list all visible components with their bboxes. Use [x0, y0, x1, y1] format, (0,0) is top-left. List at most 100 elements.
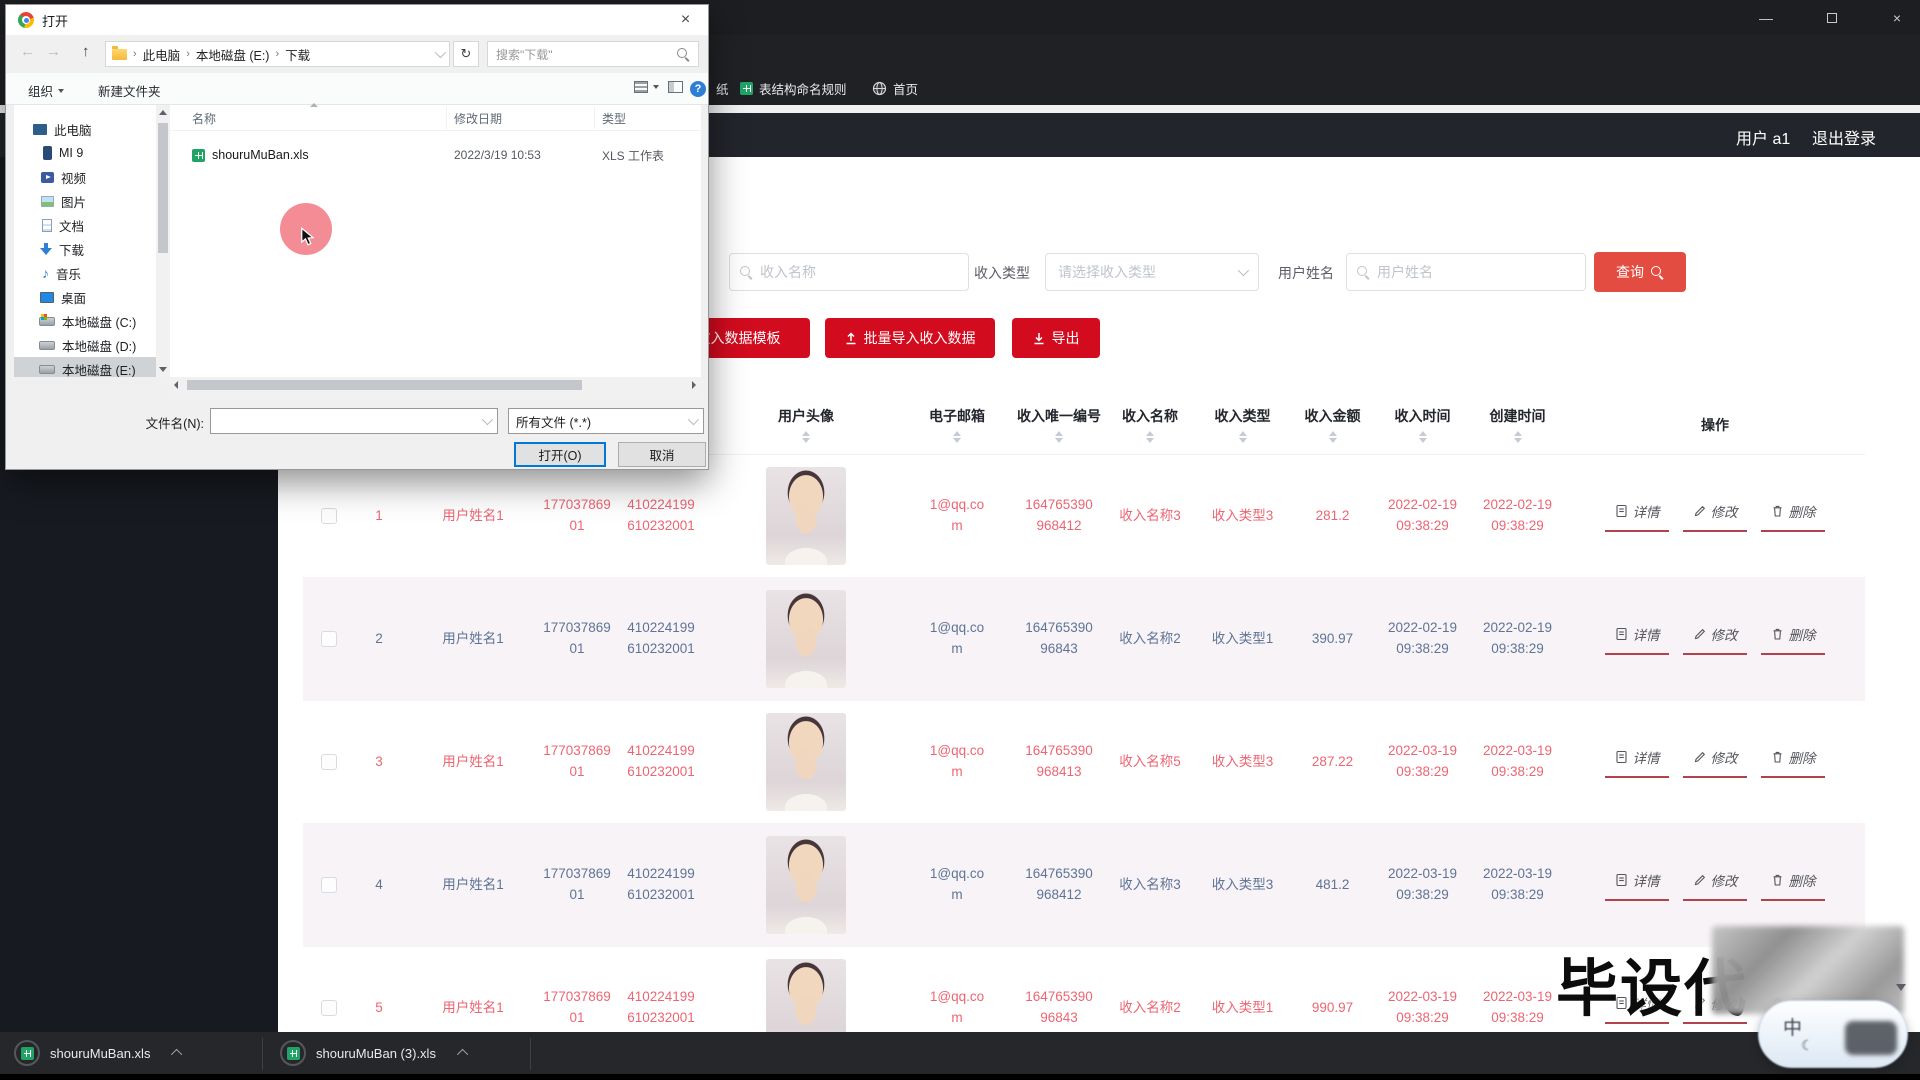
dialog-search-box[interactable]: 搜索"下载" — [487, 41, 699, 67]
column-divider[interactable] — [594, 107, 595, 129]
tree-item-this-pc[interactable]: 此电脑 — [14, 117, 156, 141]
row-checkbox[interactable] — [321, 754, 337, 770]
sort-icon[interactable] — [1513, 430, 1522, 443]
delete-button[interactable]: 删除 — [1761, 870, 1825, 901]
filename-input[interactable] — [210, 408, 498, 434]
sort-icon[interactable] — [1238, 430, 1247, 443]
tree-item-music[interactable]: ♪ 音乐 — [42, 264, 82, 282]
detail-button[interactable]: 详情 — [1605, 624, 1669, 655]
income-type-select[interactable]: 请选择收入类型 — [1045, 253, 1259, 291]
close-window-button[interactable]: × — [1892, 9, 1902, 26]
sort-icon[interactable] — [953, 430, 961, 443]
file-row[interactable]: shouruMuBan.xls 2022/3/19 10:53 XLS 工作表 — [170, 143, 701, 167]
breadcrumb[interactable]: › 此电脑 › 本地磁盘 (E:) › 下载 — [105, 41, 450, 67]
ime-mode-label[interactable]: 中 — [1783, 1018, 1803, 1039]
breadcrumb-item[interactable]: 下载 — [285, 48, 311, 63]
sort-icon[interactable] — [1146, 430, 1154, 443]
chevron-down-icon[interactable] — [434, 46, 447, 59]
scroll-down-icon[interactable] — [159, 367, 167, 372]
column-date[interactable]: 修改日期 — [454, 112, 503, 126]
delete-button[interactable]: 删除 — [1761, 624, 1825, 655]
bookmark-item[interactable]: 纸 — [716, 71, 729, 105]
edit-button[interactable]: 修改 — [1683, 501, 1747, 532]
column-divider[interactable] — [446, 107, 447, 129]
sort-icon[interactable] — [1418, 430, 1427, 443]
bookmark-item[interactable]: 首页 — [872, 71, 918, 105]
organize-menu[interactable]: 组织 — [28, 81, 65, 100]
cancel-button[interactable]: 取消 — [618, 442, 706, 467]
row-checkbox[interactable] — [321, 877, 337, 893]
maximize-button[interactable] — [1809, 0, 1855, 35]
delete-button[interactable]: 删除 — [1761, 747, 1825, 778]
breadcrumb-item[interactable]: 本地磁盘 (E:) — [195, 48, 270, 63]
breadcrumb-item[interactable]: 此电脑 — [142, 48, 181, 63]
scroll-left-icon[interactable] — [174, 381, 178, 389]
sort-icon[interactable] — [1328, 430, 1337, 443]
tree-item-documents[interactable]: 文档 — [14, 213, 156, 237]
user-name-filter[interactable] — [1346, 253, 1586, 291]
delete-button[interactable]: 删除 — [1761, 501, 1825, 532]
tree-item-pictures[interactable]: 图片 — [14, 189, 156, 213]
header-avatar-col[interactable]: 用户头像 — [711, 408, 901, 443]
download-item[interactable]: shouruMuBan.xls — [14, 1032, 183, 1074]
chevron-up-icon[interactable] — [171, 1048, 183, 1061]
minimize-button[interactable]: — — [1759, 9, 1773, 26]
row-checkbox[interactable] — [321, 1000, 337, 1016]
ime-toolbar[interactable]: 中 ☾ — [1758, 1000, 1908, 1068]
current-user[interactable]: 用户 a1 — [1736, 131, 1791, 148]
column-name[interactable]: 名称 — [192, 112, 217, 126]
user-name-input[interactable] — [1377, 264, 1575, 280]
header-create-time-col[interactable]: 创建时间 — [1470, 408, 1565, 443]
chevron-up-icon[interactable] — [456, 1048, 469, 1061]
detail-button[interactable]: 详情 — [1605, 993, 1669, 1024]
export-button[interactable]: 导出 — [1012, 318, 1100, 358]
edit-button[interactable]: 修改 — [1683, 624, 1747, 655]
detail-button[interactable]: 详情 — [1605, 501, 1669, 532]
open-button[interactable]: 打开(O) — [514, 442, 606, 467]
scroll-right-icon[interactable] — [692, 381, 696, 389]
help-button[interactable]: ? — [690, 81, 706, 97]
header-email-col[interactable]: 电子邮箱 — [901, 408, 1013, 443]
detail-button[interactable]: 详情 — [1605, 747, 1669, 778]
dialog-titlebar[interactable]: 打开 — [6, 5, 708, 35]
tree-scrollbar[interactable] — [156, 105, 170, 377]
filetype-select[interactable]: 所有文件 (*.*) — [508, 408, 704, 434]
tree-item-desktop[interactable]: 桌面 — [14, 285, 156, 309]
tree-item-disk-c[interactable]: 本地磁盘 (C:) — [14, 309, 156, 333]
tree-item-disk-d[interactable]: 本地磁盘 (D:) — [14, 333, 156, 357]
tree-item-mi9[interactable]: MI 9 — [14, 141, 156, 165]
logout-link[interactable]: 退出登录 — [1812, 131, 1877, 148]
moon-icon[interactable]: ☾ — [1801, 1037, 1814, 1053]
edit-button[interactable]: 修改 — [1683, 870, 1747, 901]
row-checkbox[interactable] — [321, 631, 337, 647]
income-name-filter[interactable] — [729, 253, 969, 291]
view-mode-button[interactable] — [634, 81, 659, 93]
sort-icon[interactable] — [1055, 430, 1063, 443]
tree-item-downloads[interactable]: 下载 — [14, 237, 156, 261]
bookmark-item[interactable]: 表结构命名规则 — [740, 71, 847, 105]
preview-pane-button[interactable] — [668, 81, 683, 93]
dialog-close-button[interactable]: × — [680, 11, 691, 28]
up-icon[interactable]: ↑ — [82, 43, 90, 60]
header-income-name-col[interactable]: 收入名称 — [1105, 408, 1195, 443]
horizontal-scrollbar[interactable] — [169, 377, 701, 393]
header-amount-col[interactable]: 收入金额 — [1290, 408, 1375, 443]
tree-item-videos[interactable]: 视频 — [14, 165, 156, 189]
header-income-type-col[interactable]: 收入类型 — [1195, 408, 1290, 443]
row-checkbox[interactable] — [321, 508, 337, 524]
header-income-no-col[interactable]: 收入唯一编号 — [1013, 408, 1105, 443]
batch-import-button[interactable]: 批量导入收入数据 — [825, 318, 995, 358]
tree-item-disk-e[interactable]: 本地磁盘 (E:) — [14, 357, 156, 377]
detail-button[interactable]: 详情 — [1605, 870, 1669, 901]
scrollbar-thumb[interactable] — [187, 380, 582, 390]
income-name-input[interactable] — [760, 264, 958, 280]
query-button[interactable]: 查询 — [1594, 252, 1686, 292]
edit-button[interactable]: 修改 — [1683, 747, 1747, 778]
forward-icon[interactable]: → — [46, 43, 61, 60]
new-folder-button[interactable]: 新建文件夹 — [98, 85, 161, 99]
header-income-time-col[interactable]: 收入时间 — [1375, 408, 1470, 443]
scroll-up-icon[interactable] — [159, 110, 167, 115]
refresh-button[interactable]: ↻ — [453, 41, 479, 67]
back-icon[interactable]: ← — [20, 43, 35, 60]
download-item[interactable]: shouruMuBan (3).xls — [280, 1032, 469, 1074]
